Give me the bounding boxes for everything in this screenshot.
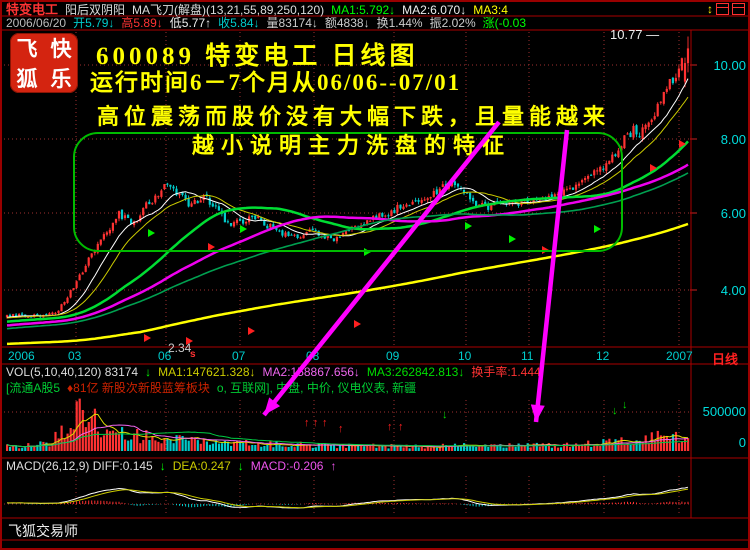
header-segment: MA3:4	[473, 3, 508, 17]
vol-segment: MA1:147621.328↓	[158, 365, 256, 379]
info-segment: o, 互联网], 中盘, 中价, 仪电仪表, 新疆	[216, 381, 417, 395]
signal-marker	[248, 327, 255, 335]
up-arrow-marker: ↑	[398, 421, 404, 433]
grid-icon[interactable]	[716, 3, 729, 15]
brand-seal-logo: 飞快狐乐	[10, 33, 78, 93]
down-arrow-marker: ↓	[612, 405, 618, 417]
signal-marker	[148, 229, 155, 237]
footer-brand: 飞狐交易师	[8, 523, 78, 539]
date-tick-label: 07	[232, 349, 246, 363]
header-segment: MA1:5.792↓	[331, 3, 396, 17]
vol-segment: VOL(5,10,40,120) 83174	[6, 365, 139, 379]
vol-segment: MA2:158867.656↓	[262, 365, 360, 379]
macd-segment: ↓	[237, 459, 244, 473]
up-arrow-marker: ↑	[313, 417, 319, 429]
high-price-label: 10.77 —	[610, 27, 660, 42]
small-red-mark: s	[190, 349, 196, 360]
annotation-line2: 越小说明主力洗盘的特征	[192, 133, 512, 158]
header-segment: 阳后双阴阳	[65, 3, 126, 17]
seal-char: 乐	[50, 67, 72, 91]
header-segment: 开5.79↓	[73, 16, 115, 30]
down-arrow-marker: ↓	[622, 399, 628, 411]
volume-ma-lines	[6, 413, 689, 448]
date-tick-label: 10	[458, 349, 472, 363]
up-arrow-marker: ↑	[304, 417, 310, 429]
header-segment: 特变电工	[6, 2, 59, 17]
chart-title: 600089 特变电工 日线图	[96, 43, 419, 70]
signal-marker	[594, 225, 601, 233]
header-segment: 换1.44%	[376, 16, 423, 30]
seal-char: 狐	[16, 67, 38, 91]
date-tick-label: 06	[158, 349, 172, 363]
vol-segment: 换手率:1.444	[471, 365, 541, 379]
chart-subtitle: 运行时间6－7个月从06/06--07/01	[90, 70, 462, 95]
period-label[interactable]: 日线	[712, 352, 739, 367]
info-segment: [流通A股5	[6, 381, 61, 395]
seal-char: 快	[50, 37, 72, 61]
header-indicator-line: 特变电工 阳后双阴阳 MA飞刀(解盘)(13,21,55,89,250,120) MA…	[6, 3, 515, 17]
vol-segment: MA3:262842.813↓	[366, 365, 465, 379]
header-segment: 低5.77↑	[169, 16, 212, 30]
signal-marker	[186, 337, 193, 345]
date-tick-label: 2007	[666, 349, 693, 363]
macd-segment: MACD(26,12,9) DIFF:0.145	[6, 459, 153, 473]
price-tick-label: 4.00	[720, 283, 746, 298]
signal-markers: ↑ ↑ ↑ ↑ ↑ ↑↓ ↓ ↓	[144, 140, 686, 435]
macd-pane[interactable]	[4, 476, 690, 517]
price-tick-label: 6.00	[720, 206, 746, 221]
price-tick-label: 10.00	[713, 58, 746, 73]
info-segment: ♦81亿 新股次新股蓝筹板块	[67, 381, 210, 395]
date-tick-label: 11	[521, 349, 534, 363]
macd-segment: DEA:0.247	[172, 459, 231, 473]
signal-marker	[679, 140, 686, 148]
seal-char: 飞	[16, 37, 38, 61]
annotation-line1: 高位震荡而股价没有大幅下跌，且量能越来	[97, 104, 611, 129]
macd-lines	[6, 486, 689, 509]
header-segment: MA2:6.070↓	[402, 3, 467, 17]
date-tick-label: 09	[386, 349, 400, 363]
volume-indicator-line: VOL(5,10,40,120) 83174 ↓ MA1:147621.328↓ MA…	[6, 366, 548, 379]
signal-marker	[208, 243, 215, 251]
macd-segment: MACD:-0.206	[250, 459, 324, 473]
header-segment: 高5.89↓	[121, 16, 163, 30]
vol-segment: ↓	[145, 365, 152, 379]
date-tick-label: 08	[306, 349, 320, 363]
signal-marker	[240, 225, 247, 233]
macd-segment: ↑	[330, 459, 337, 473]
window-controls: ↕	[707, 3, 745, 15]
header-segment: MA飞刀(解盘)(13,21,55,89,250,120)	[132, 3, 325, 17]
date-tick-label: 12	[596, 349, 610, 363]
up-arrow-marker: ↑	[387, 421, 393, 433]
signal-marker	[509, 235, 516, 243]
date-tick-label: 03	[68, 349, 82, 363]
header-segment: 振2.02%	[429, 16, 476, 30]
header-segment: 量83174↓	[266, 16, 318, 30]
ma-value-label: 2.34	[168, 341, 192, 355]
header-segment: 涨(-0.03	[482, 16, 526, 30]
down-arrow-marker: ↓	[442, 409, 448, 421]
date-tick-label: 2006	[8, 349, 35, 363]
volume-tick-label: 0	[738, 435, 746, 450]
grid-icon[interactable]	[732, 3, 745, 15]
header-segment: 额4838↓	[324, 16, 370, 30]
header-quote-line: 2006/06/20 开5.79↓ 高5.89↓ 低5.77↑ 收5.84↓ 量83174…	[6, 17, 533, 30]
signal-marker	[650, 164, 657, 172]
updown-arrows-icon[interactable]: ↕	[707, 2, 713, 16]
header-segment: 收5.84↓	[218, 16, 260, 30]
macd-segment: ↓	[159, 459, 166, 473]
up-arrow-marker: ↑	[322, 417, 328, 429]
header-segment: 2006/06/20	[6, 16, 67, 30]
up-arrow-marker: ↑	[338, 423, 344, 435]
price-tick-label: 8.00	[720, 132, 746, 147]
stock-info-line: [流通A股5 ♦81亿 新股次新股蓝筹板块 o, 互联网], 中盘, 中价, 仪电仪…	[6, 382, 423, 395]
macd-indicator-line: MACD(26,12,9) DIFF:0.145 ↓ DEA:0.247 ↓ MACD:…	[6, 460, 343, 473]
volume-tick-label: 500000	[702, 404, 746, 419]
signal-marker	[144, 334, 151, 342]
